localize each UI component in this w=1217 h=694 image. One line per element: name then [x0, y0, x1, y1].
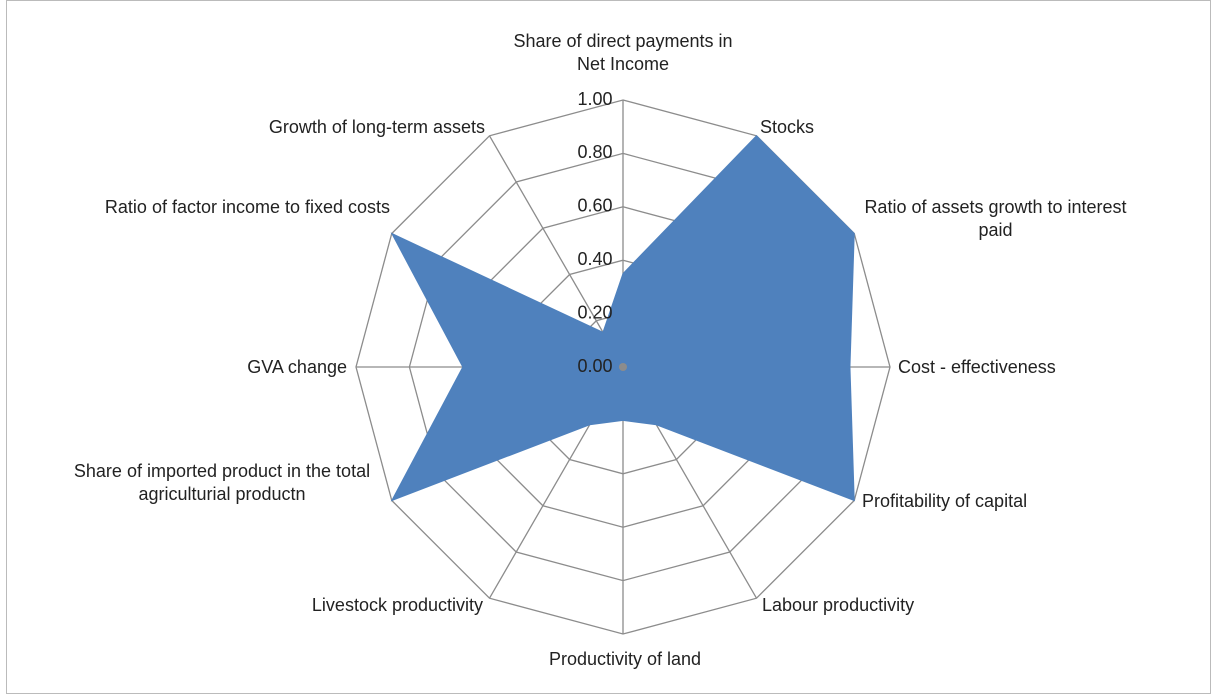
axis-label: GVA change [247, 357, 347, 377]
axis-label: Livestock productivity [311, 595, 483, 615]
axis-label: Share of imported product in the total a… [73, 461, 371, 504]
tick-label: 1.00 [577, 89, 612, 109]
tick-label: 0.40 [577, 249, 612, 269]
axis-label: Share of direct payments in Net Income [513, 31, 733, 74]
axis-label: Labour productivity [762, 595, 915, 615]
axis-label: Growth of long-term assets [268, 117, 485, 137]
axis-label: Productivity of land [548, 649, 702, 669]
spoke [488, 135, 624, 368]
tick-label: 0.80 [577, 142, 612, 162]
tick-label: 0.00 [577, 356, 612, 376]
center [619, 363, 627, 371]
tick-label: 0.20 [577, 302, 612, 322]
axis-label: Stocks [760, 117, 815, 137]
axis-label: Ratio of assets growth to interest paid [864, 197, 1127, 240]
axis-label: Cost - effectiveness [898, 357, 1056, 377]
tick-label: 0.60 [577, 196, 612, 216]
axis-label: Ratio of factor income to fixed costs [104, 197, 391, 217]
axis-label: Profitability of capital [862, 491, 1028, 511]
radar-area [390, 135, 855, 502]
